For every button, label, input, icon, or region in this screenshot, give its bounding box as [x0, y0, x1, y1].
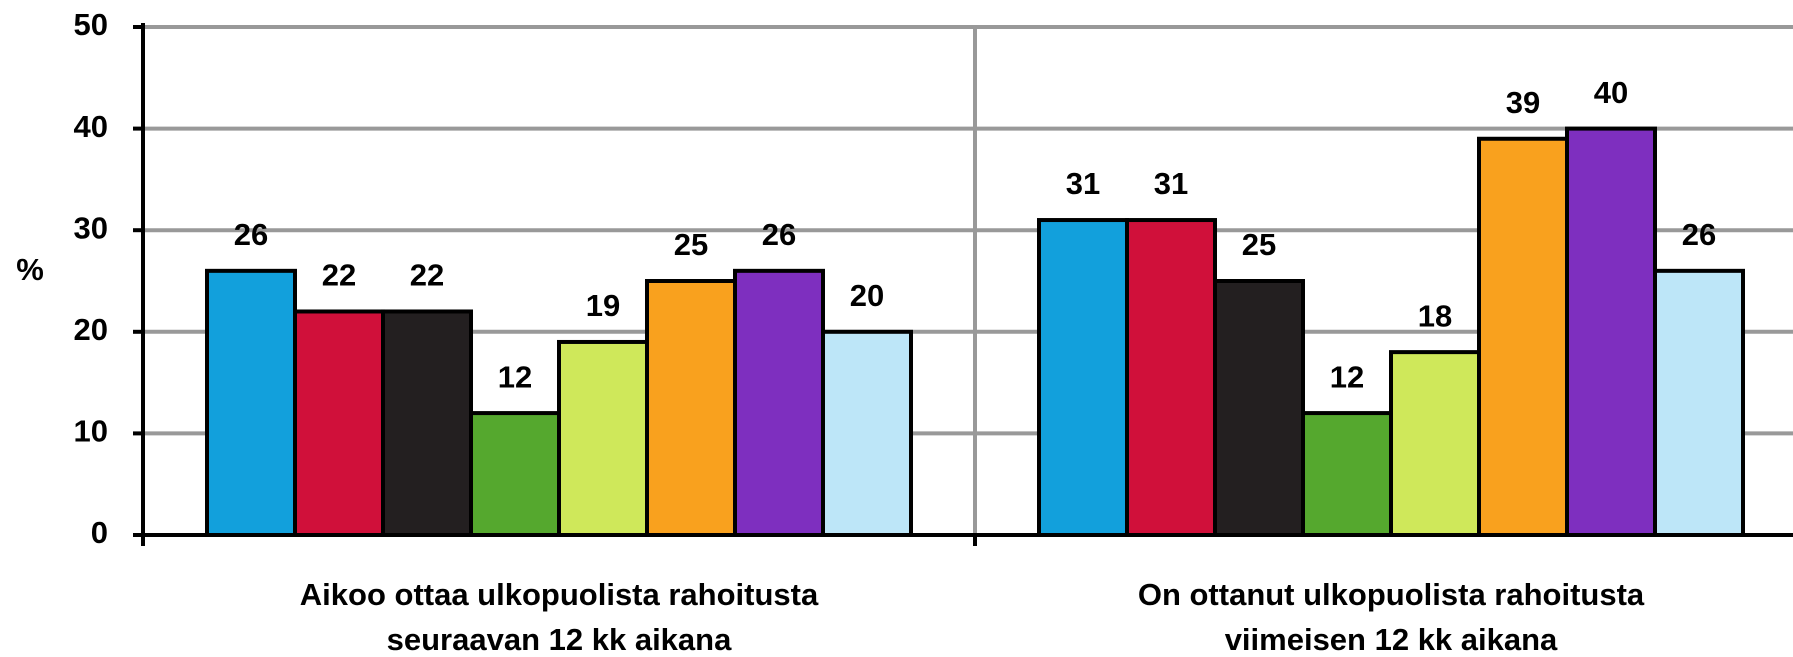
value-label: 31 — [1066, 166, 1100, 201]
bar — [1565, 126, 1657, 537]
y-tick-label: 10 — [74, 414, 108, 449]
y-tick-label: 50 — [74, 7, 108, 42]
bar — [1037, 218, 1129, 537]
x-tick-label: Aikoo ottaa ulkopuolista rahoitusta — [300, 577, 819, 612]
value-label: 12 — [498, 359, 532, 394]
y-tick-label: 40 — [74, 109, 108, 144]
bar — [1125, 218, 1217, 537]
value-label: 39 — [1506, 85, 1540, 120]
value-label: 19 — [586, 288, 620, 323]
x-tick-label: viimeisen 12 kk aikana — [1225, 622, 1558, 657]
bar — [1653, 268, 1745, 537]
bar — [205, 268, 297, 537]
y-axis-label: % — [16, 252, 44, 287]
value-label: 22 — [322, 258, 356, 293]
value-label: 25 — [674, 227, 708, 262]
value-label: 22 — [410, 258, 444, 293]
value-label: 40 — [1594, 75, 1628, 110]
bar — [1477, 136, 1569, 537]
value-label: 26 — [1682, 217, 1716, 252]
y-tick-label: 0 — [91, 515, 108, 550]
bar — [557, 339, 649, 537]
value-label: 12 — [1330, 359, 1364, 394]
bar — [645, 279, 737, 537]
value-label: 18 — [1418, 298, 1452, 333]
bar — [821, 329, 913, 537]
bar — [1213, 279, 1305, 537]
value-label: 25 — [1242, 227, 1276, 262]
bar — [469, 411, 561, 537]
bar — [1301, 411, 1393, 537]
bar — [293, 309, 385, 538]
x-tick-label: On ottanut ulkopuolista rahoitusta — [1138, 577, 1645, 612]
value-label: 20 — [850, 278, 884, 313]
y-tick-label: 20 — [74, 312, 108, 347]
value-label: 31 — [1154, 166, 1188, 201]
bar — [733, 268, 825, 537]
value-label: 26 — [762, 217, 796, 252]
x-tick-label: seuraavan 12 kk aikana — [387, 622, 732, 657]
y-tick-label: 30 — [74, 210, 108, 245]
bar — [1389, 350, 1481, 537]
bar — [381, 309, 473, 538]
value-label: 26 — [234, 217, 268, 252]
